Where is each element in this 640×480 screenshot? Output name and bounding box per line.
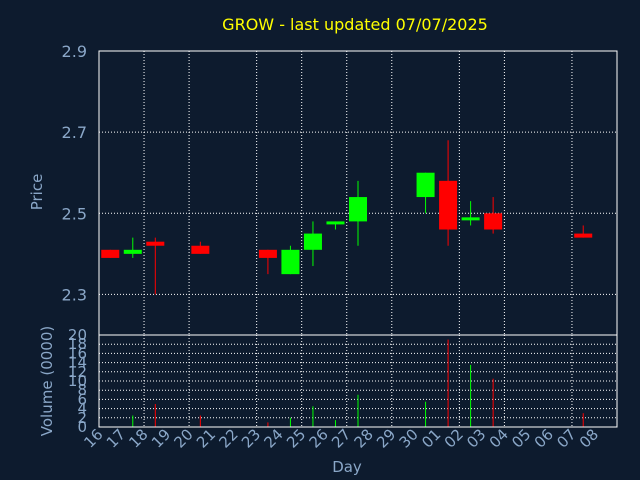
volume-tick-label: 8 [77,381,87,399]
price-tick-label: 2.5 [62,204,87,223]
candle-body [461,217,480,221]
volume-tick-label: 16 [68,344,87,362]
candle-body [258,249,277,258]
candle-body [439,180,458,230]
candle-body [281,249,300,275]
volume-tick-label: 4 [77,400,87,418]
x-axis-title: Day [332,458,362,476]
volume-axis-title: Volume (0000) [38,326,56,436]
price-axis-title: Price [28,174,46,211]
candle-body [146,241,165,246]
x-axis-ticks: 1617181920212223242526272829300102030405… [80,425,602,451]
volume-tick-label: 10 [68,372,87,390]
volume-tick-label: 18 [68,335,87,353]
candle-body [348,197,368,222]
price-tick-label: 2.9 [62,42,87,61]
volume-plot-frame [98,334,618,428]
volume-tick-label: 0 [77,418,87,436]
candle-body [303,233,322,250]
candle-body [326,221,345,225]
candle-body [101,249,120,258]
candle-body [484,213,503,230]
volume-tick-label: 2 [77,409,87,427]
volume-tick-label: 6 [77,390,87,408]
x-tick-label: 08 [576,425,602,451]
candle-body [191,245,210,254]
volume-tick-label: 20 [68,326,87,344]
candle-body [416,172,435,198]
price-panel: 2.3 2.5 2.7 2.9 [62,42,618,336]
candle-body [123,249,142,254]
volume-bars [132,339,584,427]
price-y-ticks: 2.3 2.5 2.7 2.9 [62,42,87,304]
volume-tick-label: 12 [68,363,87,381]
volume-tick-label: 14 [68,354,87,372]
candle-body [574,233,593,238]
price-tick-label: 2.7 [62,123,87,142]
price-tick-label: 2.3 [62,285,87,304]
chart-title: GROW - last updated 07/07/2025 [222,15,488,34]
candles [101,140,593,295]
